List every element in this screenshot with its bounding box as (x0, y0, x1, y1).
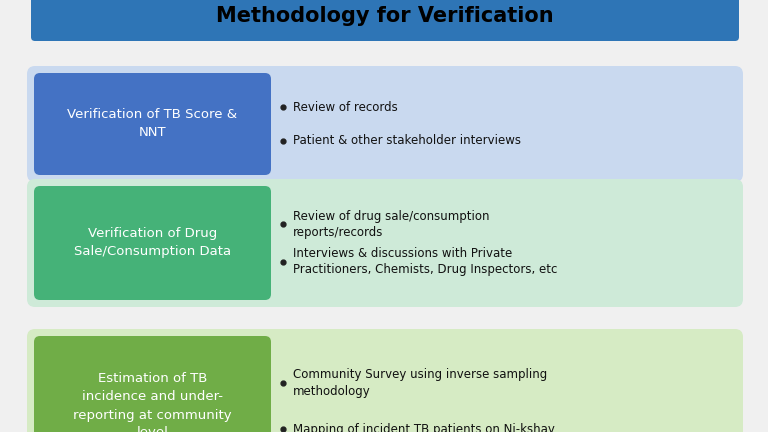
Text: Verification of TB Score &
NNT: Verification of TB Score & NNT (68, 108, 237, 140)
FancyBboxPatch shape (27, 329, 743, 432)
FancyBboxPatch shape (34, 186, 271, 300)
Text: Mapping of incident TB patients on Ni-kshay: Mapping of incident TB patients on Ni-ks… (293, 422, 554, 432)
Text: Verification of Drug
Sale/Consumption Data: Verification of Drug Sale/Consumption Da… (74, 228, 231, 258)
Text: Review of drug sale/consumption
reports/records: Review of drug sale/consumption reports/… (293, 210, 489, 239)
FancyBboxPatch shape (34, 336, 271, 432)
Text: Interviews & discussions with Private
Practitioners, Chemists, Drug Inspectors, : Interviews & discussions with Private Pr… (293, 247, 558, 276)
Text: Patient & other stakeholder interviews: Patient & other stakeholder interviews (293, 134, 521, 147)
FancyBboxPatch shape (27, 66, 743, 182)
Text: Methodology for Verification: Methodology for Verification (216, 6, 554, 26)
Text: Review of records: Review of records (293, 101, 398, 114)
FancyBboxPatch shape (31, 0, 739, 41)
FancyBboxPatch shape (34, 73, 271, 175)
Text: Community Survey using inverse sampling
methodology: Community Survey using inverse sampling … (293, 368, 548, 398)
FancyBboxPatch shape (27, 179, 743, 307)
Text: Estimation of TB
incidence and under-
reporting at community
level: Estimation of TB incidence and under- re… (73, 372, 232, 432)
